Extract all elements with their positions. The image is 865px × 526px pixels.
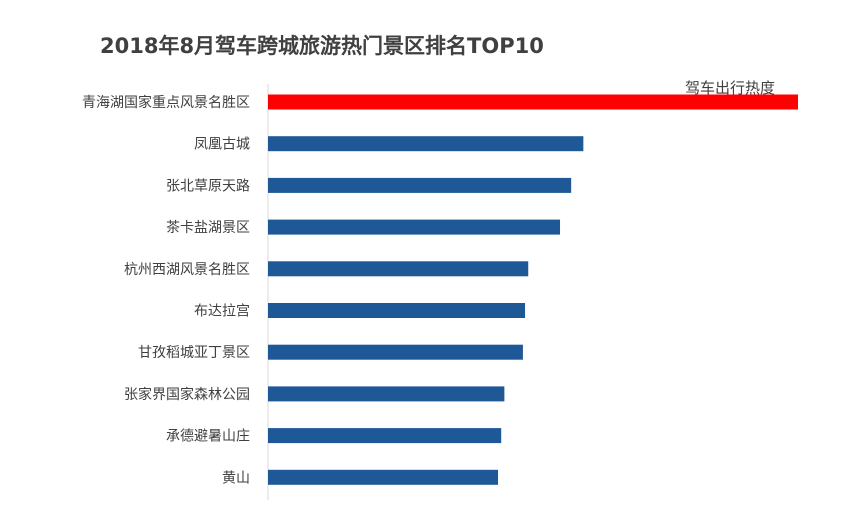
bar-10 [268,469,499,485]
legend-label: 驾车出行热度 [685,79,775,97]
category-label: 杭州西湖风景名胜区 [124,262,250,278]
category-label: 凤凰古城 [194,137,250,153]
bar-9 [268,428,502,444]
category-label: 黄山 [222,469,250,486]
category-label: 张北草原天路 [166,178,250,194]
bar-8 [268,386,505,402]
category-label: 承德避暑山庄 [166,428,250,445]
category-label: 青海湖国家重点风景名胜区 [82,94,250,111]
category-label: 张家界国家森林公园 [124,386,250,403]
category-label: 布达拉宫 [194,304,250,320]
category-label: 甘孜稻城亚丁景区 [138,345,250,361]
bar-1 [268,94,798,110]
bar-4 [268,219,561,235]
chart-title: 2018年8月驾车跨城旅游热门景区排名TOP10 [100,34,544,58]
bar-6 [268,303,526,318]
bar-2 [268,136,584,152]
category-label: 茶卡盐湖景区 [166,220,250,236]
bar-3 [268,177,572,193]
bar-5 [268,261,529,277]
bar-7 [268,344,523,360]
